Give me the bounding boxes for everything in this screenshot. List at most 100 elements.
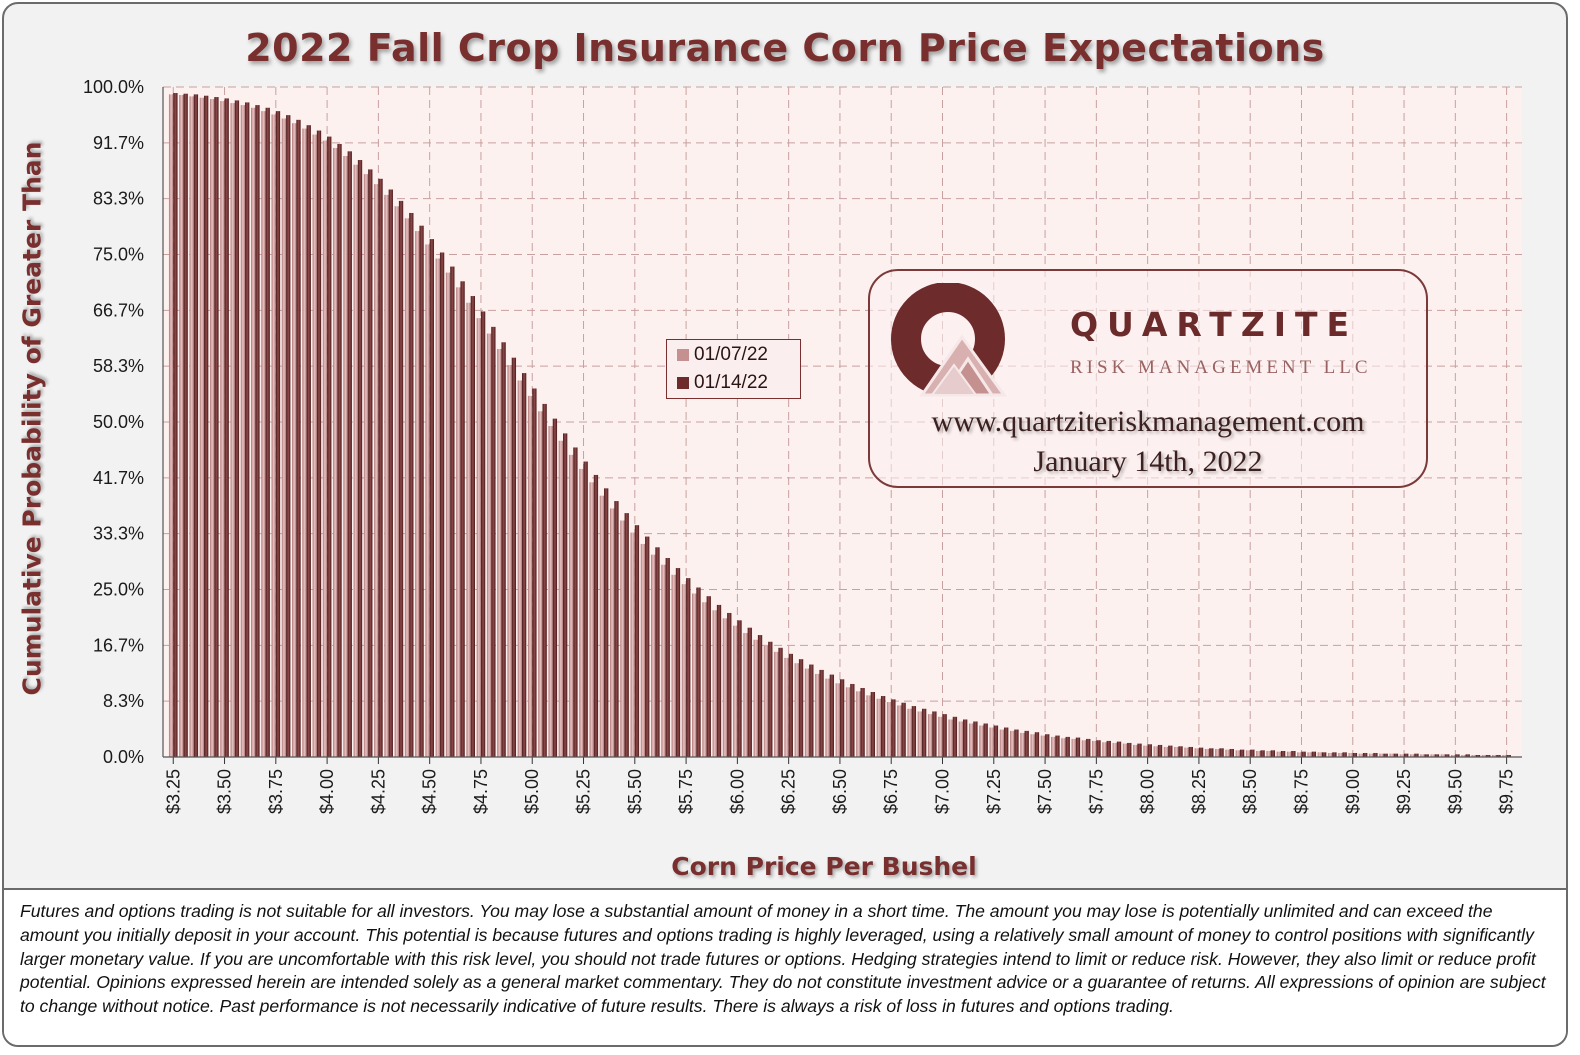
x-tick-label: $5.50: [625, 769, 645, 814]
bar-01-07-22: [1502, 754, 1507, 757]
bar-01-14-22: [1445, 754, 1450, 757]
bar-01-07-22: [774, 651, 779, 757]
bar-01-07-22: [763, 645, 769, 757]
bar-01-07-22: [1399, 754, 1405, 757]
bar-01-14-22: [450, 266, 455, 757]
bar-01-14-22: [768, 641, 773, 757]
bar-01-07-22: [302, 128, 307, 757]
bar-01-07-22: [876, 698, 881, 757]
bar-01-07-22: [497, 348, 502, 757]
bar-01-14-22: [337, 143, 342, 757]
bar-01-07-22: [168, 94, 174, 758]
bar-01-07-22: [1071, 738, 1076, 757]
bar-01-07-22: [435, 258, 440, 757]
bar-01-14-22: [778, 647, 783, 757]
bar-01-07-22: [733, 625, 738, 757]
bar-01-07-22: [640, 543, 646, 757]
bar-01-07-22: [958, 721, 964, 757]
bar-01-07-22: [1420, 754, 1425, 757]
bar-01-14-22: [1465, 754, 1470, 757]
bar-01-14-22: [193, 94, 199, 758]
bar-01-14-22: [204, 95, 209, 757]
bar-01-07-22: [230, 103, 235, 757]
bar-01-07-22: [1030, 734, 1035, 757]
x-axis-label: Corn Price Per Bushel: [671, 852, 977, 881]
bar-01-07-22: [1430, 754, 1435, 757]
legend-swatch-light: [677, 348, 689, 361]
bar-01-14-22: [255, 105, 260, 758]
bar-01-07-22: [1327, 752, 1333, 757]
bar-01-14-22: [316, 130, 322, 758]
bar-01-14-22: [491, 326, 496, 757]
bar-01-14-22: [1198, 747, 1204, 757]
bar-01-14-22: [1045, 734, 1050, 757]
bar-01-07-22: [753, 639, 758, 757]
bar-01-07-22: [1020, 732, 1025, 757]
bar-01-07-22: [589, 482, 594, 757]
bar-01-07-22: [1276, 751, 1281, 757]
x-tick-label: $8.50: [1240, 769, 1260, 814]
bar-01-14-22: [850, 683, 855, 757]
bar-01-07-22: [486, 333, 492, 757]
bar-01-07-22: [712, 610, 717, 757]
bar-01-14-22: [727, 612, 732, 757]
y-tick-label: 33.3%: [93, 524, 144, 544]
bar-01-07-22: [1245, 750, 1251, 757]
bar-01-07-22: [692, 593, 697, 757]
bar-01-07-22: [1122, 743, 1128, 757]
bar-01-14-22: [696, 587, 701, 757]
bar-01-14-22: [593, 474, 599, 757]
bar-01-14-22: [327, 136, 332, 757]
x-tick-label: $4.25: [368, 769, 388, 814]
bar-01-14-22: [1106, 740, 1111, 757]
bar-01-14-22: [398, 200, 404, 757]
y-tick-label: 66.7%: [93, 300, 144, 320]
bar-01-07-22: [568, 454, 574, 757]
bar-01-14-22: [1004, 727, 1009, 757]
bar-01-14-22: [563, 433, 568, 757]
x-tick-label: $7.00: [933, 769, 953, 814]
bar-01-14-22: [870, 692, 876, 757]
bar-01-14-22: [368, 169, 373, 757]
bar-01-07-22: [1338, 752, 1343, 757]
bar-01-07-22: [538, 411, 543, 757]
bar-01-14-22: [1352, 752, 1358, 757]
bar-01-14-22: [809, 664, 814, 757]
y-tick-label: 8.3%: [103, 691, 144, 711]
bar-01-07-22: [1492, 754, 1497, 757]
x-tick-label: $8.25: [1189, 769, 1209, 814]
x-tick-label: $4.00: [317, 769, 337, 814]
bar-01-14-22: [419, 225, 424, 757]
bar-01-14-22: [275, 111, 281, 758]
bar-01-07-22: [333, 147, 338, 758]
axes: 0.0% 8.3% 16.7% 25.0% 33.3% 41.7% 50.0% 58.3% 66…: [83, 77, 1522, 814]
bar-01-14-22: [1239, 749, 1245, 757]
x-tick-label: $7.75: [1086, 769, 1106, 814]
bar-01-07-22: [251, 107, 256, 757]
bar-01-14-22: [286, 115, 291, 757]
bar-01-14-22: [686, 578, 691, 757]
bar-01-14-22: [880, 696, 886, 757]
logo-subtitle: RISK MANAGEMENT LLC: [1070, 357, 1372, 378]
bar-01-14-22: [911, 706, 917, 757]
bar-01-14-22: [1086, 738, 1091, 757]
bar-01-14-22: [901, 702, 906, 757]
bar-01-07-22: [1163, 746, 1169, 757]
bar-01-14-22: [409, 212, 414, 757]
bar-01-07-22: [1409, 754, 1415, 757]
bar-01-14-22: [1332, 752, 1337, 757]
bar-01-14-22: [1096, 740, 1101, 757]
legend-item-series-2: 01/14/22: [677, 372, 768, 394]
bar-01-14-22: [429, 239, 434, 758]
bar-01-14-22: [932, 711, 937, 757]
x-tick-label: $3.25: [163, 769, 183, 814]
bar-01-07-22: [1348, 752, 1353, 757]
legend: 01/07/22 01/14/22: [666, 339, 801, 399]
x-tick-label: $4.50: [420, 769, 440, 814]
x-tick-label: $6.75: [881, 769, 901, 814]
bar-01-07-22: [815, 673, 820, 757]
bar-01-07-22: [886, 702, 892, 757]
bar-01-14-22: [1363, 752, 1368, 757]
bar-01-07-22: [466, 302, 471, 757]
bar-01-14-22: [552, 418, 558, 757]
